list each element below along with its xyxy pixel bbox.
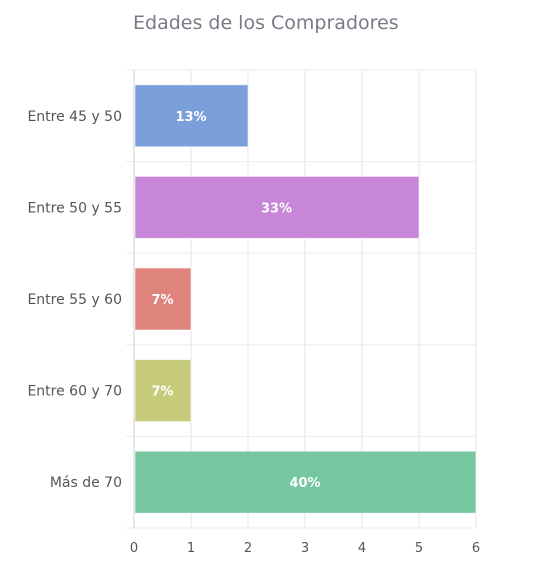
bar	[134, 84, 249, 148]
x-tick-label: 3	[301, 541, 309, 556]
data-label: 7%	[151, 293, 173, 308]
category-label: Entre 55 y 60	[27, 292, 122, 308]
x-tick-label: 1	[187, 541, 195, 556]
data-label: 40%	[289, 476, 320, 491]
x-tick-label: 4	[358, 541, 366, 556]
bar	[134, 450, 477, 514]
category-label: Más de 70	[50, 475, 122, 491]
data-label: 7%	[151, 385, 173, 400]
bar	[134, 267, 192, 331]
bar	[134, 175, 420, 239]
x-tick-label: 2	[244, 541, 252, 556]
category-label: Entre 60 y 70	[27, 384, 122, 400]
x-tick-label: 0	[130, 541, 138, 556]
data-label: 33%	[261, 201, 292, 216]
bar	[134, 359, 192, 423]
category-label: Entre 45 y 50	[27, 109, 122, 125]
chart-title: Edades de los Compradores	[133, 12, 399, 34]
data-label: 13%	[175, 110, 206, 125]
category-label: Entre 50 y 55	[27, 200, 122, 216]
x-tick-label: 6	[472, 541, 480, 556]
x-tick-label: 5	[415, 541, 423, 556]
